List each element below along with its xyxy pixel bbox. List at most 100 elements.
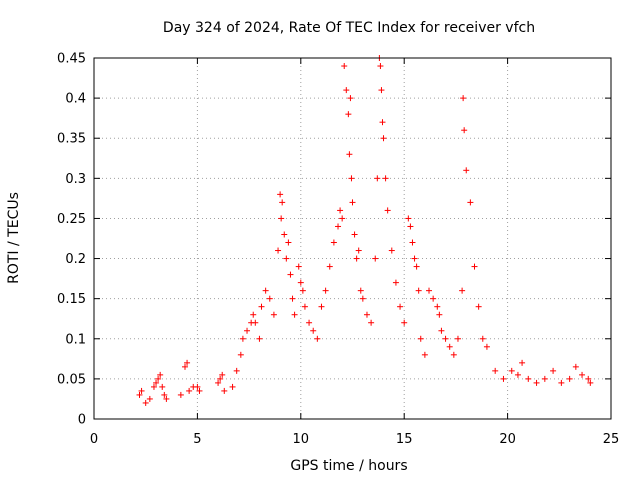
data-point	[184, 359, 191, 366]
data-point	[558, 379, 565, 386]
data-point	[159, 383, 166, 390]
data-point	[363, 311, 370, 318]
data-point	[454, 335, 461, 342]
data-point	[349, 199, 356, 206]
data-point	[347, 95, 354, 102]
data-point	[177, 391, 184, 398]
data-point	[415, 287, 422, 294]
data-point	[467, 199, 474, 206]
data-point	[291, 311, 298, 318]
data-point	[379, 119, 386, 126]
data-point	[382, 175, 389, 182]
x-tick-label: 10	[293, 432, 310, 447]
data-point	[446, 343, 453, 350]
data-point	[550, 367, 557, 374]
data-point	[533, 379, 540, 386]
data-point	[436, 311, 443, 318]
data-point	[459, 287, 466, 294]
data-point	[314, 335, 321, 342]
data-point	[150, 383, 157, 390]
data-point	[463, 167, 470, 174]
data-point	[181, 363, 188, 370]
data-point	[341, 63, 348, 70]
data-point	[434, 303, 441, 310]
data-point	[337, 207, 344, 214]
data-point	[566, 375, 573, 382]
data-point	[430, 295, 437, 302]
data-point	[541, 375, 548, 382]
data-point	[330, 239, 337, 246]
data-point	[285, 239, 292, 246]
data-point	[252, 319, 259, 326]
data-point	[461, 127, 468, 134]
data-point	[322, 287, 329, 294]
data-point	[471, 263, 478, 270]
data-point	[318, 303, 325, 310]
data-point	[289, 295, 296, 302]
data-point	[380, 135, 387, 142]
x-tick-label: 15	[396, 432, 413, 447]
data-point	[194, 383, 201, 390]
data-point	[281, 231, 288, 238]
data-point	[157, 371, 164, 378]
data-point	[483, 343, 490, 350]
data-points	[136, 55, 594, 406]
data-point	[186, 387, 193, 394]
data-point	[163, 395, 170, 402]
y-tick-label: 0.2	[65, 252, 86, 267]
y-tick-label: 0.1	[65, 332, 86, 347]
plot-frame	[93, 57, 612, 420]
data-point	[266, 295, 273, 302]
data-point	[295, 263, 302, 270]
data-point	[514, 371, 521, 378]
x-tick-label: 25	[603, 432, 620, 447]
data-point	[368, 319, 375, 326]
data-point	[409, 239, 416, 246]
data-point	[500, 375, 507, 382]
data-point	[161, 391, 168, 398]
data-point	[215, 379, 222, 386]
data-point	[301, 303, 308, 310]
data-point	[244, 327, 251, 334]
data-point	[572, 363, 579, 370]
data-point	[479, 335, 486, 342]
y-tick-label: 0.25	[57, 212, 86, 227]
data-point	[229, 383, 236, 390]
data-point	[442, 335, 449, 342]
data-point	[348, 175, 355, 182]
y-tick-label: 0.45	[57, 52, 86, 67]
data-point	[492, 367, 499, 374]
data-point	[388, 247, 395, 254]
data-point	[355, 247, 362, 254]
axis-ticks: 0 0.05 0.1 0.15 0.2 0.25 0.3 0.35 0.4 0.45 0 5 10 15 2…	[57, 52, 619, 448]
data-point	[142, 399, 149, 406]
x-tick-label: 20	[499, 432, 516, 447]
data-point	[392, 279, 399, 286]
data-point	[146, 395, 153, 402]
data-point	[138, 387, 145, 394]
data-point	[297, 279, 304, 286]
data-point	[426, 287, 433, 294]
data-point	[279, 199, 286, 206]
data-point	[277, 191, 284, 198]
x-tick-label: 0	[90, 432, 98, 447]
data-point	[345, 111, 352, 118]
data-point	[519, 359, 526, 366]
data-point	[258, 303, 265, 310]
data-point	[217, 375, 224, 382]
data-point	[262, 287, 269, 294]
data-point	[421, 351, 428, 358]
data-point	[136, 391, 143, 398]
data-point	[377, 63, 384, 70]
data-point	[239, 335, 246, 342]
data-point	[287, 271, 294, 278]
data-point	[397, 303, 404, 310]
data-point	[343, 87, 350, 94]
y-tick-label: 0	[78, 413, 86, 428]
data-point	[233, 367, 240, 374]
data-point	[335, 223, 342, 230]
data-point	[326, 263, 333, 270]
data-point	[299, 287, 306, 294]
data-point	[310, 327, 317, 334]
